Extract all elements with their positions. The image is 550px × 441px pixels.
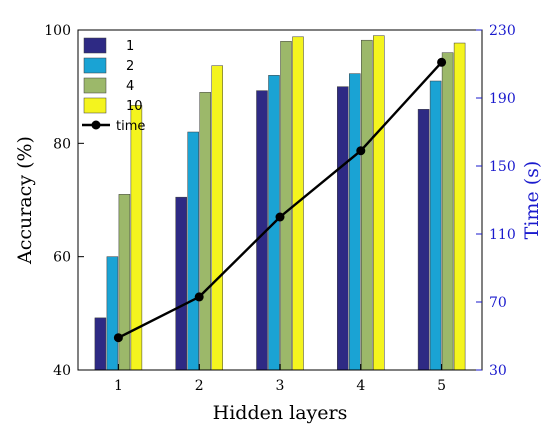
legend-label-4: 4 bbox=[126, 79, 134, 94]
x-tick-label-3: 3 bbox=[276, 378, 285, 394]
bar-s1-c4 bbox=[337, 86, 349, 371]
y2-tick-label-230: 230 bbox=[489, 23, 516, 39]
x-axis-title: Hidden layers bbox=[213, 402, 348, 424]
bar-s2-c5 bbox=[429, 80, 442, 371]
y2-tick-label-110: 110 bbox=[489, 227, 516, 243]
bar-s1-c5 bbox=[417, 109, 430, 371]
legend: 1 2 4 10 time bbox=[82, 37, 145, 134]
time-point-1 bbox=[113, 333, 123, 343]
y-tick-label-100: 100 bbox=[44, 23, 71, 39]
y2-tick-label-190: 190 bbox=[489, 91, 516, 107]
x-tick-label-5: 5 bbox=[437, 378, 446, 394]
legend-swatch-2 bbox=[83, 57, 107, 74]
legend-marker-time bbox=[91, 120, 101, 130]
time-point-2 bbox=[194, 292, 204, 302]
bar-s10-c4 bbox=[373, 35, 385, 371]
y2-tick-label-150: 150 bbox=[489, 159, 516, 175]
y2-tick-label-30: 30 bbox=[489, 363, 507, 379]
x-tick-label-2: 2 bbox=[195, 378, 204, 394]
legend-swatch-1 bbox=[83, 37, 107, 54]
bar-s1-c2 bbox=[175, 196, 187, 371]
time-point-5 bbox=[437, 57, 447, 67]
y2-tick-label-70: 70 bbox=[489, 295, 507, 311]
bar-s4-c4 bbox=[361, 39, 373, 371]
bar-layer bbox=[94, 35, 466, 371]
bar-s2-c4 bbox=[349, 73, 361, 371]
x-tick-label-4: 4 bbox=[356, 378, 365, 394]
bar-s2-c2 bbox=[187, 131, 199, 371]
time-line-layer bbox=[113, 57, 447, 343]
y-axis-title: Accuracy (%) bbox=[14, 136, 36, 265]
bar-s4-c5 bbox=[441, 52, 454, 371]
legend-swatch-10 bbox=[83, 97, 107, 114]
legend-label-1: 1 bbox=[126, 39, 134, 54]
legend-label-10: 10 bbox=[126, 99, 143, 114]
bar-s4-c2 bbox=[199, 92, 211, 371]
bar-s4-c1 bbox=[118, 194, 131, 371]
legend-label-time: time bbox=[116, 119, 145, 134]
bar-s10-c2 bbox=[211, 65, 223, 371]
x-tick-label-1: 1 bbox=[114, 378, 123, 394]
legend-label-2: 2 bbox=[126, 59, 134, 74]
bar-s10-c5 bbox=[453, 42, 466, 371]
time-point-4 bbox=[356, 146, 366, 156]
y-tick-label-60: 60 bbox=[53, 250, 71, 266]
bar-s2-c1 bbox=[106, 256, 119, 371]
bar-s1-c1 bbox=[94, 317, 107, 371]
time-point-3 bbox=[275, 212, 285, 222]
y-tick-label-40: 40 bbox=[53, 363, 71, 379]
legend-swatch-4 bbox=[83, 77, 107, 94]
y2-axis-title: Time (s) bbox=[521, 161, 543, 240]
bar-s4-c3 bbox=[280, 41, 292, 371]
y-tick-label-80: 80 bbox=[53, 136, 71, 152]
time-line bbox=[117, 61, 443, 339]
